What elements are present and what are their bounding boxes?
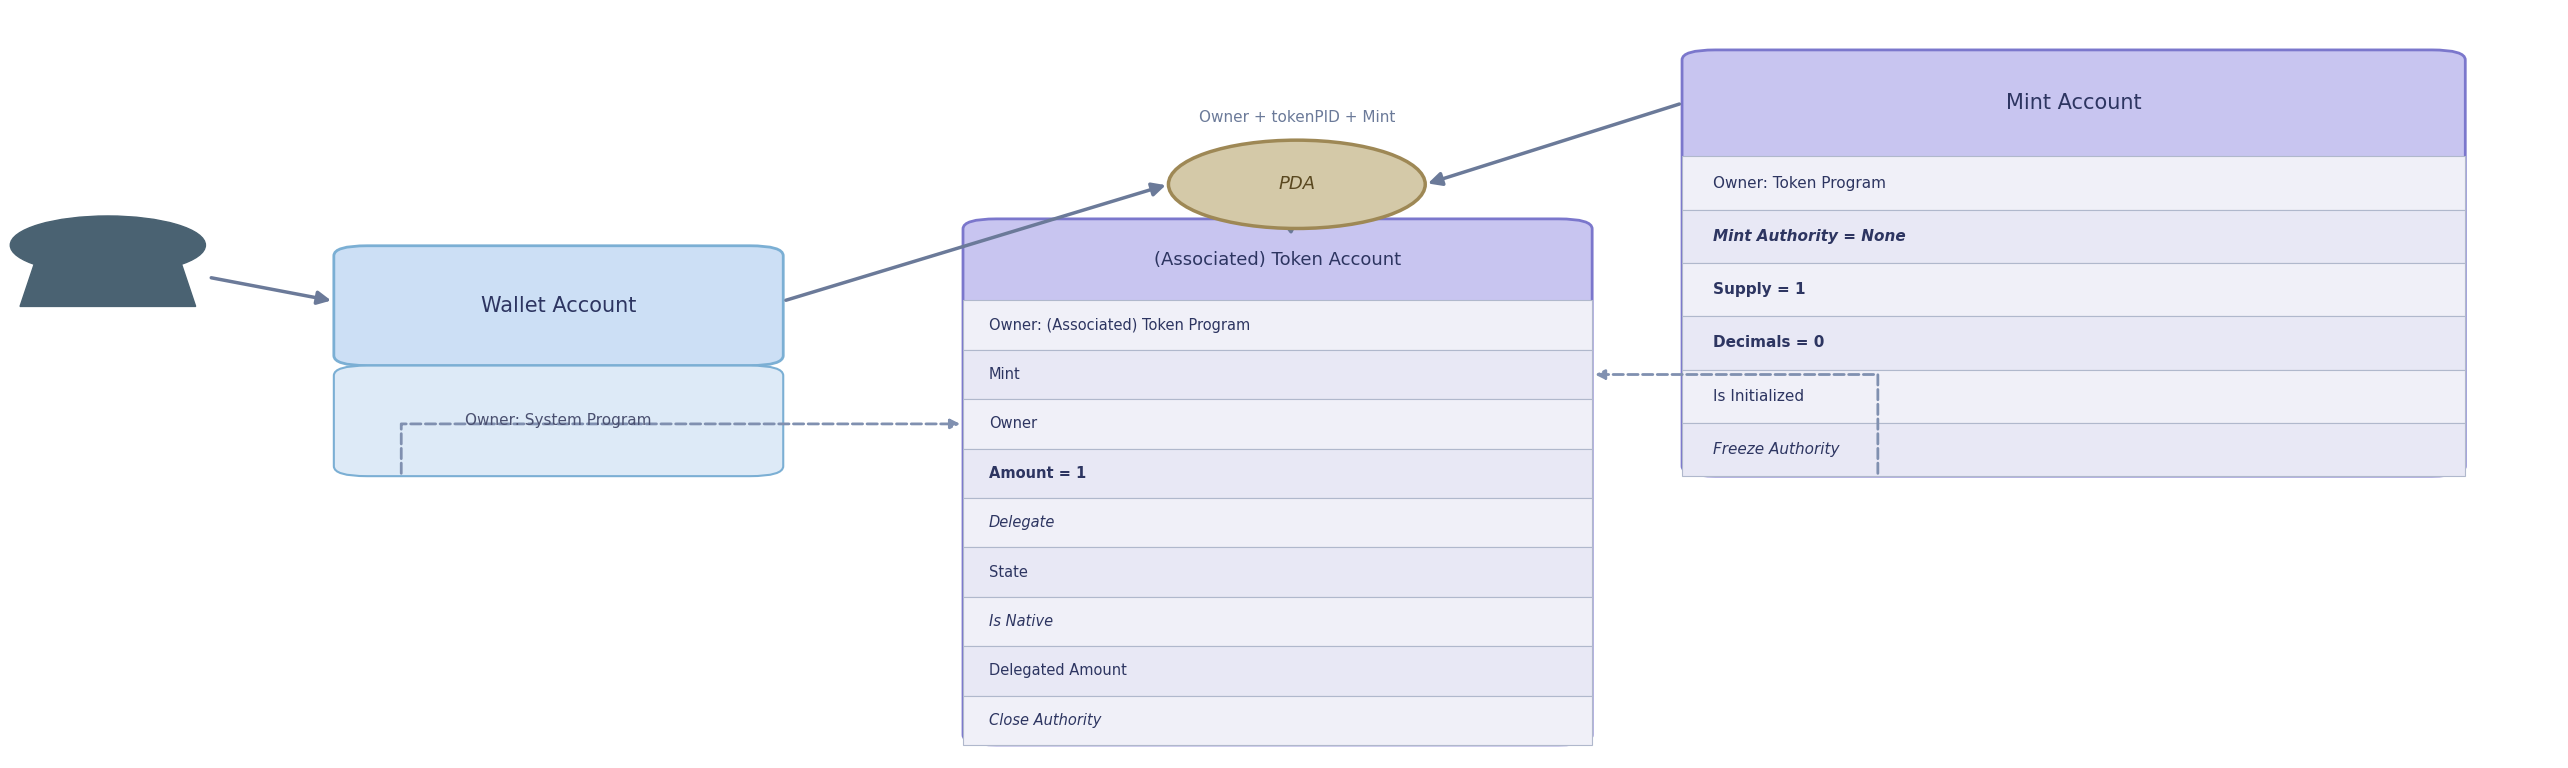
Text: Owner: System Program: Owner: System Program [465,413,652,429]
Text: (Associated) Token Account: (Associated) Token Account [1153,250,1402,269]
FancyBboxPatch shape [334,246,783,366]
Text: Owner: Owner [989,416,1037,432]
Text: Mint: Mint [989,367,1019,382]
Bar [963,548,1592,597]
Ellipse shape [1168,140,1425,228]
Bar [963,300,1592,349]
FancyBboxPatch shape [1682,50,2465,476]
FancyBboxPatch shape [963,219,1592,745]
Text: Delegate: Delegate [989,515,1055,530]
Text: Is Initialized: Is Initialized [1713,389,1803,404]
Bar [1682,157,2465,210]
Text: Mint Authority = None: Mint Authority = None [1713,229,1905,244]
Text: Wallet Account: Wallet Account [480,296,637,316]
Text: Is Native: Is Native [989,614,1053,629]
Bar [963,498,1592,548]
Text: Amount = 1: Amount = 1 [989,466,1086,481]
Bar [1682,423,2465,476]
Bar [1682,210,2465,263]
Bar [963,399,1592,449]
Bar [963,349,1592,399]
Text: PDA: PDA [1279,175,1315,194]
Polygon shape [21,263,195,306]
Bar [1682,369,2465,423]
Bar [963,696,1592,745]
Text: Delegated Amount: Delegated Amount [989,664,1127,678]
FancyBboxPatch shape [334,366,783,476]
Text: Owner: (Associated) Token Program: Owner: (Associated) Token Program [989,318,1251,333]
Text: Supply = 1: Supply = 1 [1713,282,1805,297]
Bar [1682,263,2465,316]
Bar [1682,316,2465,369]
Bar [963,646,1592,696]
Text: State: State [989,564,1027,580]
Text: Owner + tokenPID + Mint: Owner + tokenPID + Mint [1199,110,1394,124]
Text: Owner: Token Program: Owner: Token Program [1713,176,1885,190]
Text: Freeze Authority: Freeze Authority [1713,442,1839,457]
Text: Decimals = 0: Decimals = 0 [1713,336,1823,350]
Bar [963,597,1592,646]
Text: Mint Account: Mint Account [2006,93,2142,113]
Circle shape [10,216,205,274]
Bar [963,449,1592,498]
Text: Close Authority: Close Authority [989,713,1102,728]
